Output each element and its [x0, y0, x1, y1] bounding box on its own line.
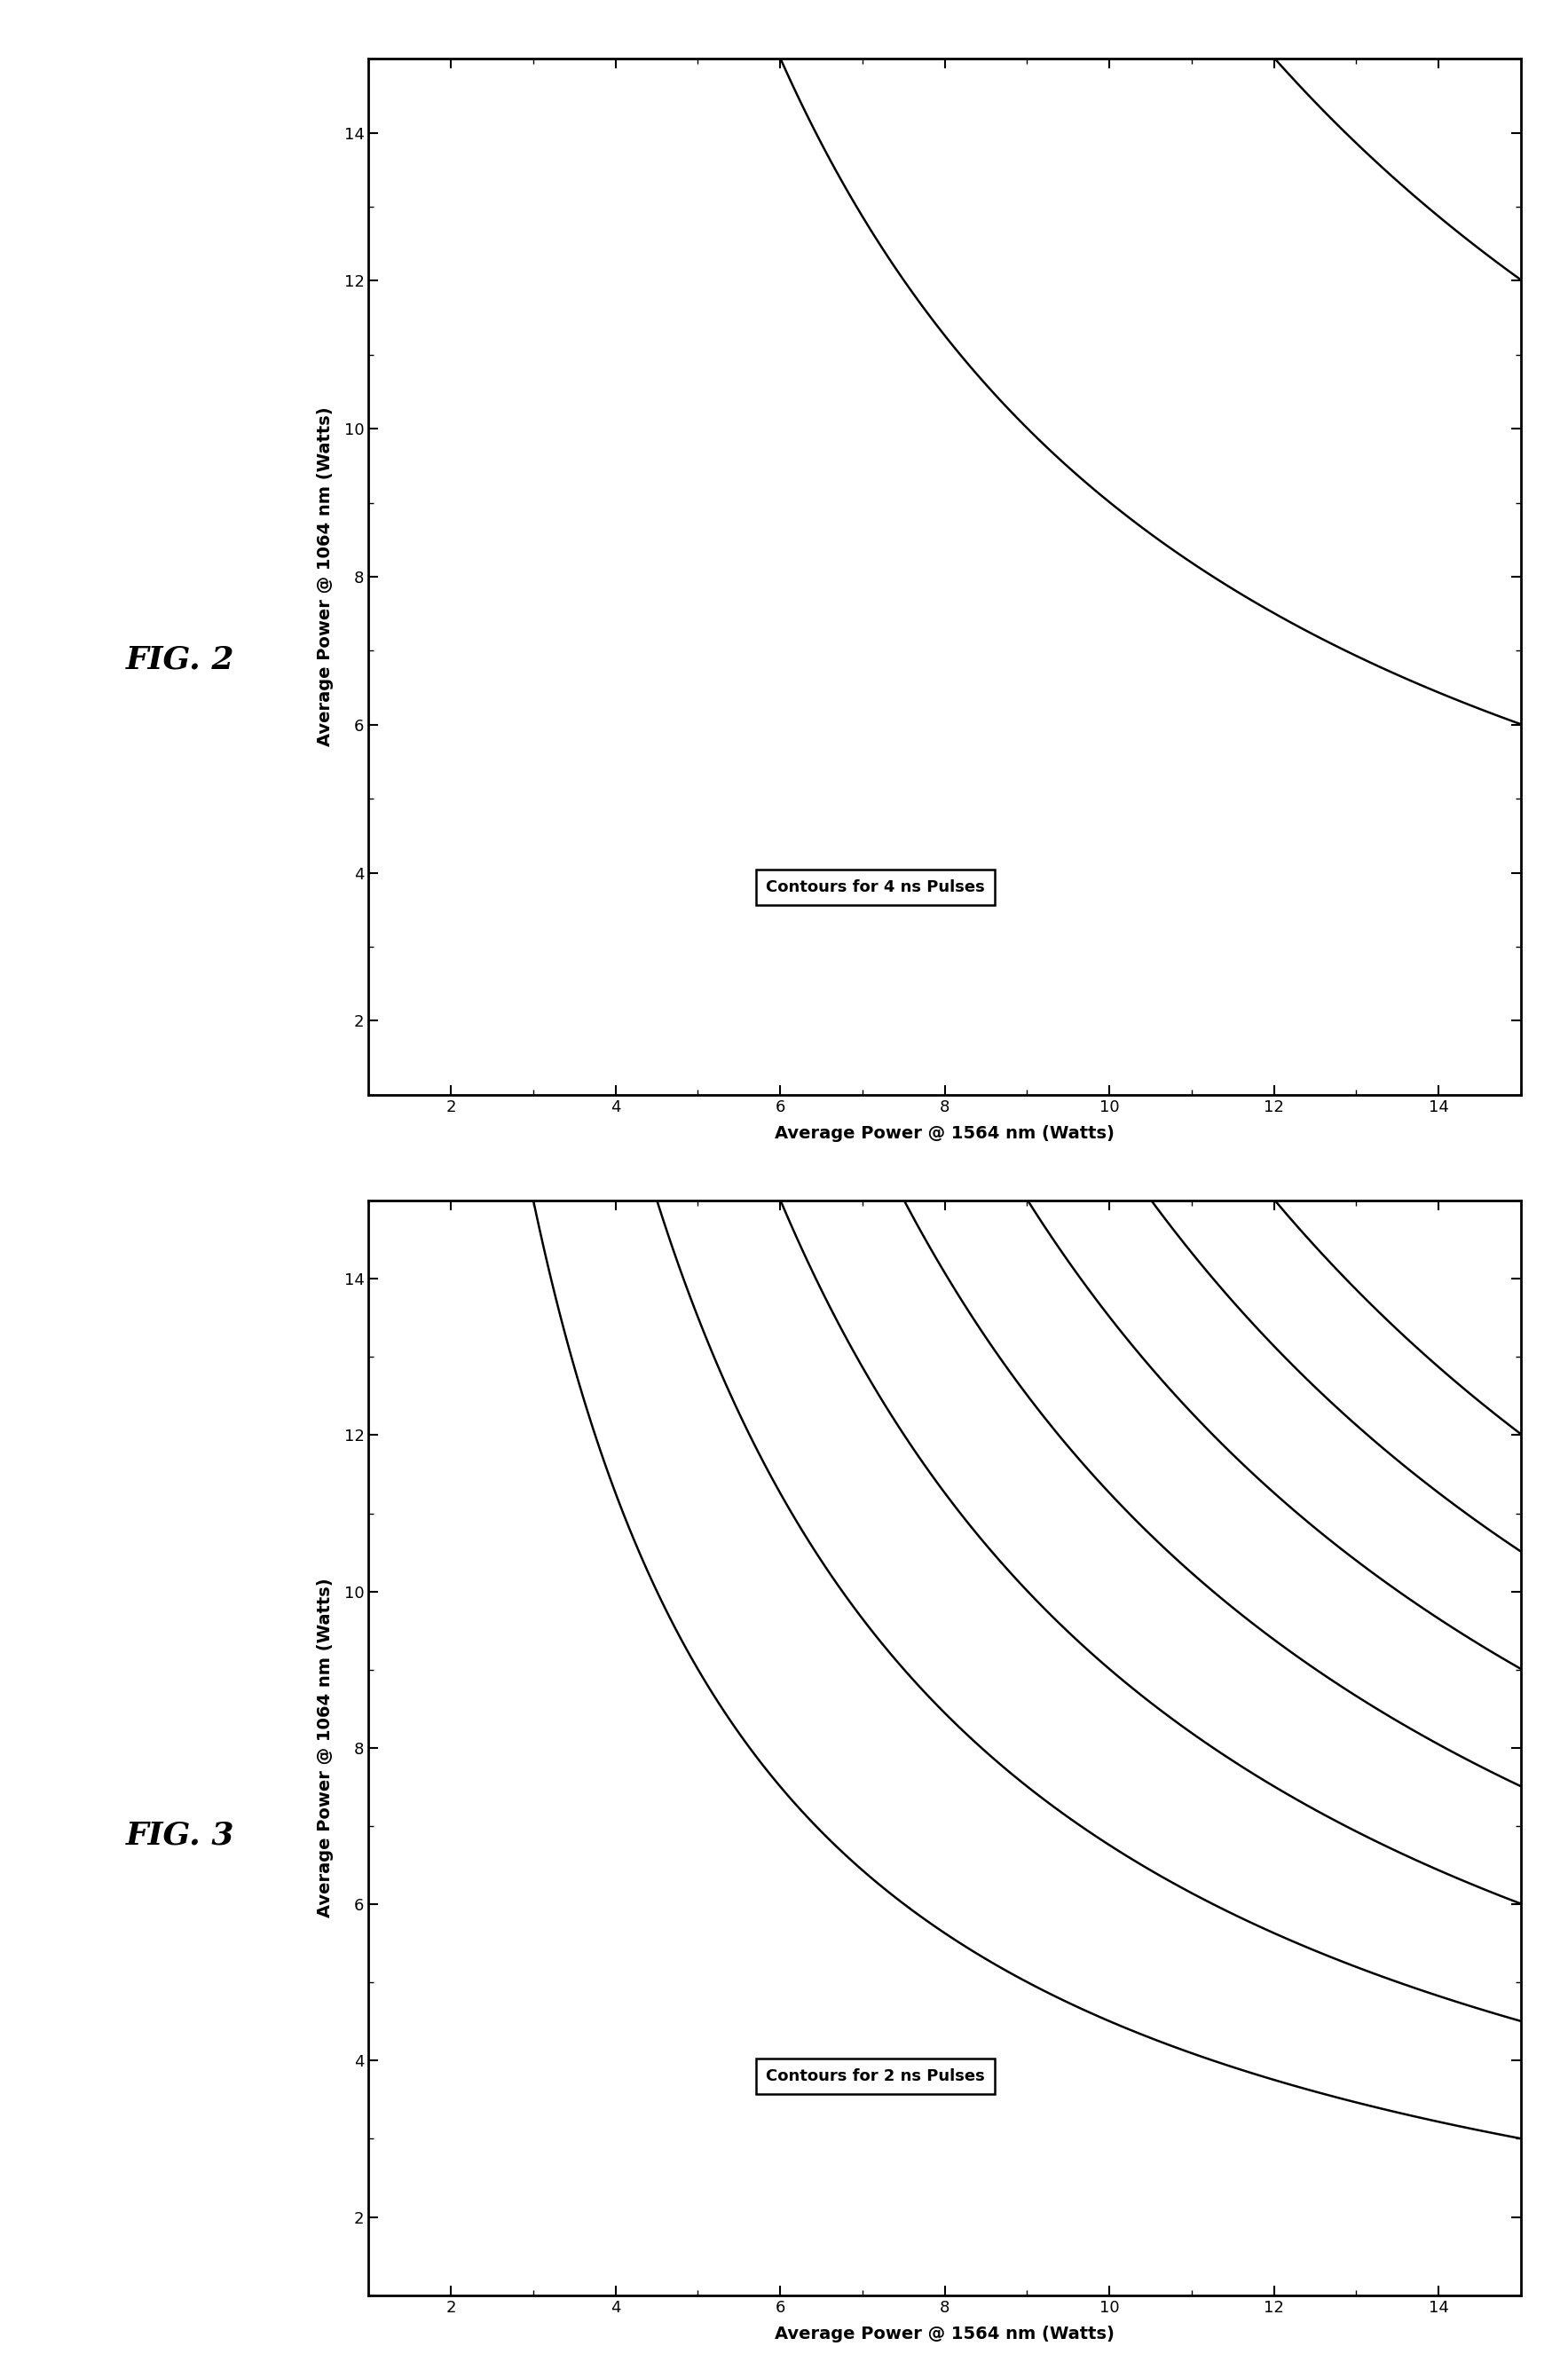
X-axis label: Average Power @ 1564 nm (Watts): Average Power @ 1564 nm (Watts) — [775, 2326, 1115, 2342]
Y-axis label: Average Power @ 1064 nm (Watts): Average Power @ 1064 nm (Watts) — [317, 407, 334, 746]
Text: FIG. 3: FIG. 3 — [125, 1820, 235, 1850]
Y-axis label: Average Power @ 1064 nm (Watts): Average Power @ 1064 nm (Watts) — [317, 1577, 334, 1919]
Text: Contours for 4 ns Pulses: Contours for 4 ns Pulses — [767, 880, 985, 895]
Text: FIG. 2: FIG. 2 — [125, 645, 235, 676]
X-axis label: Average Power @ 1564 nm (Watts): Average Power @ 1564 nm (Watts) — [775, 1125, 1115, 1142]
Text: Contours for 2 ns Pulses: Contours for 2 ns Pulses — [767, 2069, 985, 2083]
